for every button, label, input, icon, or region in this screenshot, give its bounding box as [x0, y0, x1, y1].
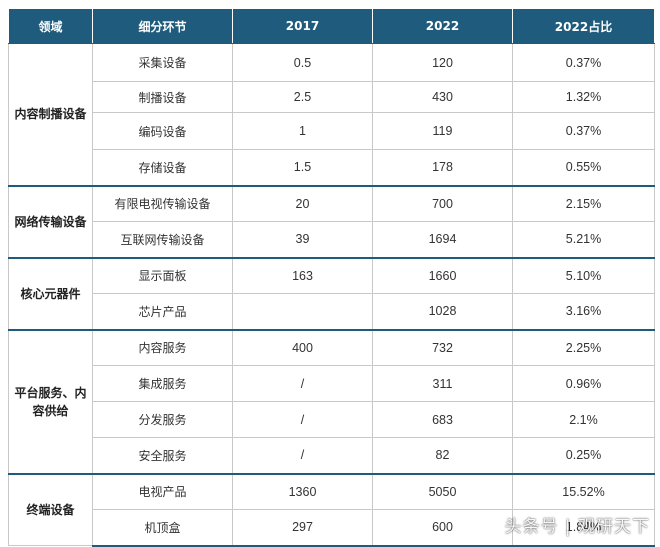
value-2017-cell: 39 — [232, 221, 373, 258]
header-domain: 领域 — [8, 8, 93, 44]
table-row: 分发服务 / 683 2.1% — [9, 401, 655, 438]
table-row: 终端设备 电视产品 1360 5050 15.52% — [8, 472, 655, 546]
table-row: 机顶盒 297 600 1.84% — [9, 509, 655, 547]
segment-cell: 制播设备 — [92, 81, 233, 113]
share-cell: 15.52% — [512, 472, 655, 510]
segment-cell: 存储设备 — [92, 149, 233, 186]
share-cell: 0.25% — [512, 437, 655, 474]
share-cell: 5.10% — [512, 256, 655, 294]
segment-cell: 集成服务 — [92, 365, 233, 402]
table-row: 内容制播设备 采集设备 0.5 120 0.37% — [8, 43, 655, 186]
value-2017-cell — [232, 293, 373, 330]
domain-cell: 核心元器件 — [8, 256, 93, 330]
value-2017-cell: / — [232, 365, 373, 402]
value-2022-cell: 178 — [372, 149, 513, 186]
share-cell: 1.84% — [512, 509, 655, 547]
header-2017: 2017 — [232, 8, 373, 44]
segment-cell: 电视产品 — [92, 472, 233, 510]
segment-cell: 采集设备 — [92, 43, 233, 82]
value-2022-cell: 1694 — [372, 221, 513, 258]
value-2017-cell: / — [232, 401, 373, 438]
value-2022-cell: 119 — [372, 112, 513, 150]
share-cell: 2.25% — [512, 328, 655, 366]
segment-cell: 分发服务 — [92, 401, 233, 438]
value-2022-cell: 5050 — [372, 472, 513, 510]
share-cell: 2.1% — [512, 401, 655, 438]
segment-cell: 安全服务 — [92, 437, 233, 474]
header-2022: 2022 — [372, 8, 513, 44]
table-row: 互联网传输设备 39 1694 5.21% — [9, 221, 655, 258]
share-cell: 2.15% — [512, 184, 655, 222]
value-2017-cell: 1.5 — [232, 149, 373, 186]
value-2017-cell: 163 — [232, 256, 373, 294]
domain-cell: 内容制播设备 — [8, 43, 93, 186]
domain-cell: 平台服务、内容供给 — [8, 328, 93, 474]
value-2022-cell: 1028 — [372, 293, 513, 330]
segment-cell: 编码设备 — [92, 112, 233, 150]
segment-cell: 芯片产品 — [92, 293, 233, 330]
value-2017-cell: 297 — [232, 509, 373, 547]
value-2022-cell: 430 — [372, 81, 513, 113]
share-cell: 0.37% — [512, 43, 655, 82]
value-2017-cell: 1360 — [232, 472, 373, 510]
table-row: 集成服务 / 311 0.96% — [9, 365, 655, 402]
table-row: 核心元器件 显示面板 163 1660 5.10% — [8, 256, 655, 330]
value-2017-cell: 2.5 — [232, 81, 373, 113]
table-row: 平台服务、内容供给 内容服务 400 732 2.25% — [8, 328, 655, 474]
value-2022-cell: 120 — [372, 43, 513, 82]
value-2022-cell: 311 — [372, 365, 513, 402]
segment-cell: 显示面板 — [92, 256, 233, 294]
value-2017-cell: 0.5 — [232, 43, 373, 82]
value-2022-cell: 700 — [372, 184, 513, 222]
share-cell: 0.37% — [512, 112, 655, 150]
share-cell: 0.55% — [512, 149, 655, 186]
watermark: 头条号 | 观研天下 — [504, 517, 650, 537]
segment-cell: 机顶盒 — [92, 509, 233, 547]
table-header-row: 领域 细分环节 2017 2022 2022占比 — [8, 8, 655, 44]
table-row: 编码设备 1 119 0.37% — [9, 112, 655, 150]
segment-cell: 内容服务 — [92, 328, 233, 366]
share-cell: 0.96% — [512, 365, 655, 402]
share-cell: 1.32% — [512, 81, 655, 113]
share-cell: 5.21% — [512, 221, 655, 258]
domain-cell: 终端设备 — [8, 472, 93, 546]
value-2022-cell: 1660 — [372, 256, 513, 294]
value-2022-cell: 683 — [372, 401, 513, 438]
table-row: 芯片产品 1028 3.16% — [9, 293, 655, 330]
domain-cell: 网络传输设备 — [8, 184, 93, 258]
value-2022-cell: 600 — [372, 509, 513, 547]
share-cell: 3.16% — [512, 293, 655, 330]
table-row: 存储设备 1.5 178 0.55% — [9, 149, 655, 186]
value-2017-cell: 400 — [232, 328, 373, 366]
header-segment: 细分环节 — [92, 8, 233, 44]
value-2017-cell: / — [232, 437, 373, 474]
segment-cell: 互联网传输设备 — [92, 221, 233, 258]
segment-cell: 有限电视传输设备 — [92, 184, 233, 222]
industry-value-table: 领域 细分环节 2017 2022 2022占比 内容制播设备 采集设备 0.5… — [8, 8, 655, 547]
header-2022-share: 2022占比 — [512, 8, 655, 44]
table-row: 制播设备 2.5 430 1.32% — [9, 81, 655, 113]
value-2017-cell: 1 — [232, 112, 373, 150]
value-2022-cell: 82 — [372, 437, 513, 474]
table-row: 安全服务 / 82 0.25% — [9, 437, 655, 474]
value-2022-cell: 732 — [372, 328, 513, 366]
value-2017-cell: 20 — [232, 184, 373, 222]
table-row: 网络传输设备 有限电视传输设备 20 700 2.15% — [8, 184, 655, 258]
